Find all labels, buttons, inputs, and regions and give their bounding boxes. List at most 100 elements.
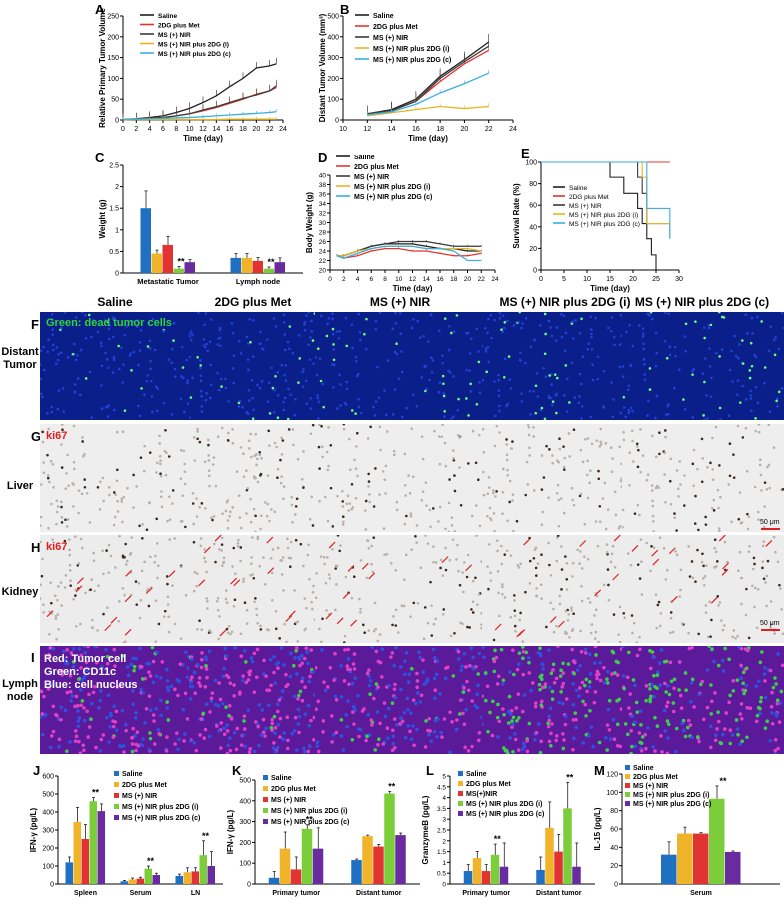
cell-dot <box>311 424 315 427</box>
cell-dot <box>43 368 46 372</box>
cell-dot <box>607 728 612 732</box>
cell-dot <box>554 676 559 681</box>
panel-label-h: H <box>31 540 41 555</box>
cell-dot <box>559 668 563 673</box>
cell-dot <box>325 450 329 454</box>
x-tick-label: 30 <box>675 276 683 283</box>
cell-dot <box>280 436 283 440</box>
cell-dot <box>562 511 566 515</box>
cell-dot <box>482 450 486 454</box>
micrograph-texture <box>315 424 482 532</box>
cell-dot <box>204 506 207 510</box>
cell-dot <box>330 740 334 744</box>
cell-dot <box>652 530 655 532</box>
cell-dot <box>276 371 279 374</box>
cell-dot <box>500 328 503 331</box>
cell-dot <box>629 406 633 410</box>
cell-dot <box>556 535 560 537</box>
cell-dot <box>48 745 53 750</box>
cell-dot <box>181 366 185 369</box>
cell-dot <box>51 704 56 709</box>
cell-dot <box>354 496 358 500</box>
cell-dot <box>105 358 109 361</box>
cell-dot <box>274 374 277 378</box>
cell-dot <box>247 389 251 392</box>
y-tick-label: 2 <box>115 184 119 191</box>
cell-dot <box>579 492 583 496</box>
cell-dot <box>760 650 764 654</box>
significance-mark: ** <box>306 815 314 825</box>
cell-dot <box>277 698 282 702</box>
cell-dot <box>516 692 521 696</box>
cell-dot <box>350 507 353 511</box>
cell-dot <box>727 483 731 486</box>
cell-dot <box>781 632 784 636</box>
cell-dot <box>63 658 67 662</box>
cell-dot <box>776 746 780 751</box>
cell-dot <box>671 709 676 714</box>
cell-dot <box>317 445 321 449</box>
y-axis-label: Weight (g) <box>98 199 107 238</box>
cell-dot <box>779 587 782 590</box>
column-header-ms-nir-2dg-i: MS (+) NIR plus 2DG (i) <box>499 295 631 309</box>
cell-dot <box>72 505 75 508</box>
y-axis-label: IFN-γ (pg/L) <box>226 809 235 854</box>
cell-dot <box>775 397 779 400</box>
legend-label: 2DG plus Met <box>354 164 399 171</box>
y-tick-label: 0.5 <box>437 871 446 878</box>
cell-dot <box>713 691 717 695</box>
cell-dot <box>487 587 490 591</box>
cell-dot <box>248 669 253 673</box>
cell-dot <box>651 514 655 518</box>
cell-dot <box>471 579 475 583</box>
micrograph-g-1 <box>40 424 189 532</box>
cell-dot <box>212 542 216 546</box>
cell-dot <box>763 381 766 385</box>
arrow-marker <box>203 546 211 554</box>
cell-dot <box>704 611 708 614</box>
cell-dot <box>684 322 688 326</box>
legend-swatch <box>114 771 119 776</box>
cell-dot <box>769 325 772 328</box>
cell-dot <box>598 505 602 508</box>
cell-dot <box>280 559 284 562</box>
cell-dot <box>154 674 159 678</box>
cell-dot <box>239 352 243 355</box>
cell-dot <box>562 465 566 469</box>
cell-dot <box>312 715 315 720</box>
cell-dot <box>520 747 525 752</box>
cell-dot <box>359 610 362 614</box>
cell-dot <box>556 646 560 648</box>
cell-dot <box>262 658 266 663</box>
cell-dot <box>274 325 278 328</box>
cell-dot <box>148 339 152 343</box>
cell-dot <box>691 576 695 580</box>
cell-dot <box>432 655 437 660</box>
cell-dot <box>565 410 569 413</box>
cell-dot <box>536 722 541 726</box>
cell-dot <box>563 456 567 460</box>
cell-dot <box>400 370 404 374</box>
cell-dot <box>587 684 592 689</box>
cell-dot <box>464 707 468 712</box>
cell-dot <box>210 516 213 520</box>
bar <box>661 854 677 884</box>
cell-dot <box>707 324 711 327</box>
cell-dot <box>207 454 210 457</box>
cell-dot <box>493 530 496 532</box>
cell-dot <box>639 470 642 474</box>
cell-dot <box>773 632 776 635</box>
cell-dot <box>357 398 360 401</box>
cell-dot <box>589 469 592 473</box>
cell-dot <box>68 569 72 572</box>
cell-dot <box>200 502 204 505</box>
cell-dot <box>278 735 282 739</box>
cell-dot <box>586 459 589 463</box>
cell-dot <box>548 563 551 567</box>
cell-dot <box>394 608 398 612</box>
cell-dot <box>132 350 136 354</box>
x-tick-label: 18 <box>436 126 444 133</box>
cell-dot <box>566 618 570 622</box>
legend-label: MS (+) NIR plus 2DG (c) <box>158 51 231 58</box>
